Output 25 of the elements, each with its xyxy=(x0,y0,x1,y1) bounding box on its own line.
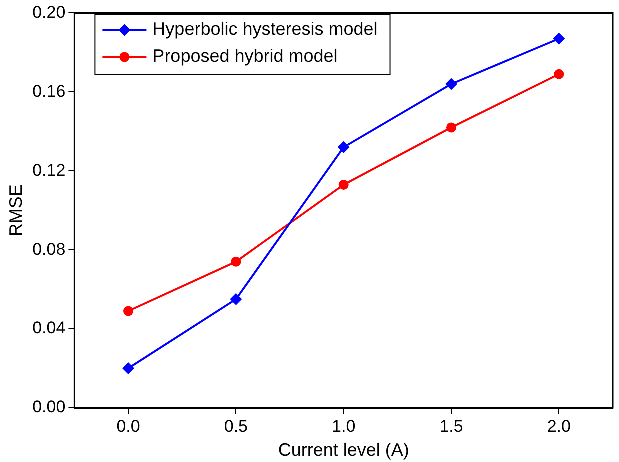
point xyxy=(554,69,564,80)
point xyxy=(338,141,350,154)
point xyxy=(230,293,242,306)
y-tick-label: 0.12 xyxy=(32,160,66,180)
x-axis-title: Current level (A) xyxy=(278,440,410,460)
legend-label: Proposed hybrid model xyxy=(152,46,338,66)
y-tick-label: 0.00 xyxy=(32,398,66,417)
x-tick-label: 0.0 xyxy=(116,416,140,436)
point xyxy=(446,122,457,133)
point xyxy=(122,362,135,375)
y-tick-label: 0.04 xyxy=(32,318,66,338)
x-tick-label: 1.0 xyxy=(332,416,356,436)
point xyxy=(124,306,134,316)
x-tick-label: 2.0 xyxy=(547,416,571,436)
x-tick-label: 0.5 xyxy=(224,416,248,436)
x-tick-label: 1.5 xyxy=(440,416,464,436)
point xyxy=(446,78,458,90)
point xyxy=(231,256,242,267)
point xyxy=(338,180,349,190)
point xyxy=(553,32,566,45)
y-tick-label: 0.20 xyxy=(32,2,66,22)
legend-label: Hyperbolic hysteresis model xyxy=(152,19,378,40)
y-axis-title: RMSE xyxy=(6,184,26,237)
y-tick-label: 0.16 xyxy=(32,82,66,101)
y-tick-label: 0.08 xyxy=(32,240,66,259)
